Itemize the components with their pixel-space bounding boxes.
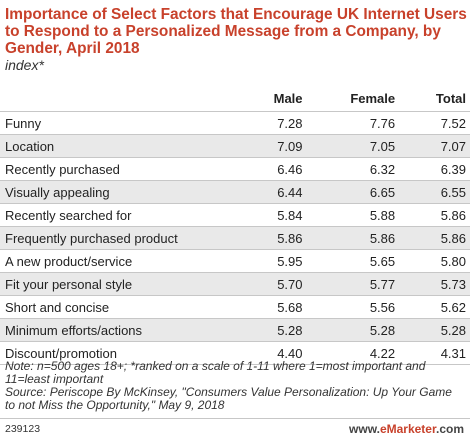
table-row: Frequently purchased product 5.86 5.86 5.86: [0, 226, 470, 250]
brand-suffix: .com: [435, 422, 464, 436]
brand-prefix: www.: [349, 422, 380, 436]
chart-title: Importance of Select Factors that Encour…: [5, 6, 467, 57]
cell-male: 5.84: [222, 203, 303, 227]
brand-logo: www.eMarketer.com: [349, 422, 464, 436]
chart-subtitle: index*: [5, 57, 44, 73]
cell-total: 5.62: [395, 295, 470, 319]
cell-male: 5.28: [222, 318, 303, 342]
row-label: Fit your personal style: [0, 272, 222, 296]
cell-total: 6.39: [395, 157, 470, 181]
cell-male: 5.95: [222, 249, 303, 273]
cell-male: 7.28: [222, 111, 303, 135]
data-table: Male Female Total Funny 7.28 7.76 7.52 Locat…: [0, 85, 470, 365]
cell-total: 7.52: [395, 111, 470, 135]
notes-block: Note: n=500 ages 18+; *ranked on a scale…: [5, 360, 465, 412]
column-header-total: Total: [435, 90, 466, 106]
cell-total: 5.86: [395, 226, 470, 250]
cell-male: 6.46: [222, 157, 303, 181]
cell-total: 7.07: [395, 134, 470, 158]
cell-male: 6.44: [222, 180, 303, 204]
brand-name: eMarketer: [379, 422, 436, 436]
cell-total: 6.55: [395, 180, 470, 204]
cell-male: 5.68: [222, 295, 303, 319]
table-row: Location 7.09 7.05 7.07: [0, 134, 470, 158]
cell-female: 7.05: [302, 134, 396, 158]
cell-female: 5.86: [302, 226, 396, 250]
table-row: Recently purchased 6.46 6.32 6.39: [0, 157, 470, 181]
cell-female: 7.76: [302, 111, 396, 135]
row-label: Short and concise: [0, 295, 222, 319]
table-row: Funny 7.28 7.76 7.52: [0, 111, 470, 135]
cell-female: 6.32: [302, 157, 396, 181]
cell-total: 5.73: [395, 272, 470, 296]
table-row: Short and concise 5.68 5.56 5.62: [0, 295, 470, 319]
row-label: Funny: [0, 111, 222, 135]
cell-male: 7.09: [222, 134, 303, 158]
source-text: Source: Periscope By McKinsey, "Consumer…: [5, 385, 452, 412]
cell-total: 5.86: [395, 203, 470, 227]
table-row: Recently searched for 5.84 5.88 5.86: [0, 203, 470, 227]
cell-female: 5.65: [302, 249, 396, 273]
table-row: Fit your personal style 5.70 5.77 5.73: [0, 272, 470, 296]
table-row: Minimum efforts/actions 5.28 5.28 5.28: [0, 318, 470, 342]
row-label: Recently searched for: [0, 203, 222, 227]
table-row: A new product/service 5.95 5.65 5.80: [0, 249, 470, 273]
cell-female: 4.22: [302, 341, 396, 365]
cell-total: 5.28: [395, 318, 470, 342]
cell-male: 5.86: [222, 226, 303, 250]
row-label: Location: [0, 134, 222, 158]
row-label: Visually appealing: [0, 180, 222, 204]
row-label: Frequently purchased product: [0, 226, 222, 250]
row-label: Minimum efforts/actions: [0, 318, 222, 342]
row-label: Recently purchased: [0, 157, 222, 181]
cell-female: 6.65: [302, 180, 396, 204]
cell-male: 5.70: [222, 272, 303, 296]
column-header-male: Male: [273, 90, 303, 106]
cell-female: 5.77: [302, 272, 396, 296]
cell-total: 4.31: [395, 341, 470, 365]
table-header-row: Male Female Total: [0, 85, 470, 112]
row-label: Discount/promotion: [0, 341, 222, 365]
cell-male: 4.40: [222, 341, 303, 365]
footer-divider: [0, 418, 470, 419]
table-row: Visually appealing 6.44 6.65 6.55: [0, 180, 470, 204]
cell-female: 5.28: [302, 318, 396, 342]
column-header-female: Female: [350, 90, 396, 106]
chart-id: 239123: [5, 423, 41, 435]
header-label-cell: [0, 85, 222, 112]
row-label: A new product/service: [0, 249, 222, 273]
note-text: Note: n=500 ages 18+; *ranked on a scale…: [5, 359, 426, 386]
cell-total: 5.80: [395, 249, 470, 273]
table-body: Funny 7.28 7.76 7.52 Location 7.09 7.05 7.07 Rec…: [0, 111, 470, 365]
table-row: Discount/promotion 4.40 4.22 4.31: [0, 341, 470, 365]
cell-female: 5.56: [302, 295, 396, 319]
cell-female: 5.88: [302, 203, 396, 227]
